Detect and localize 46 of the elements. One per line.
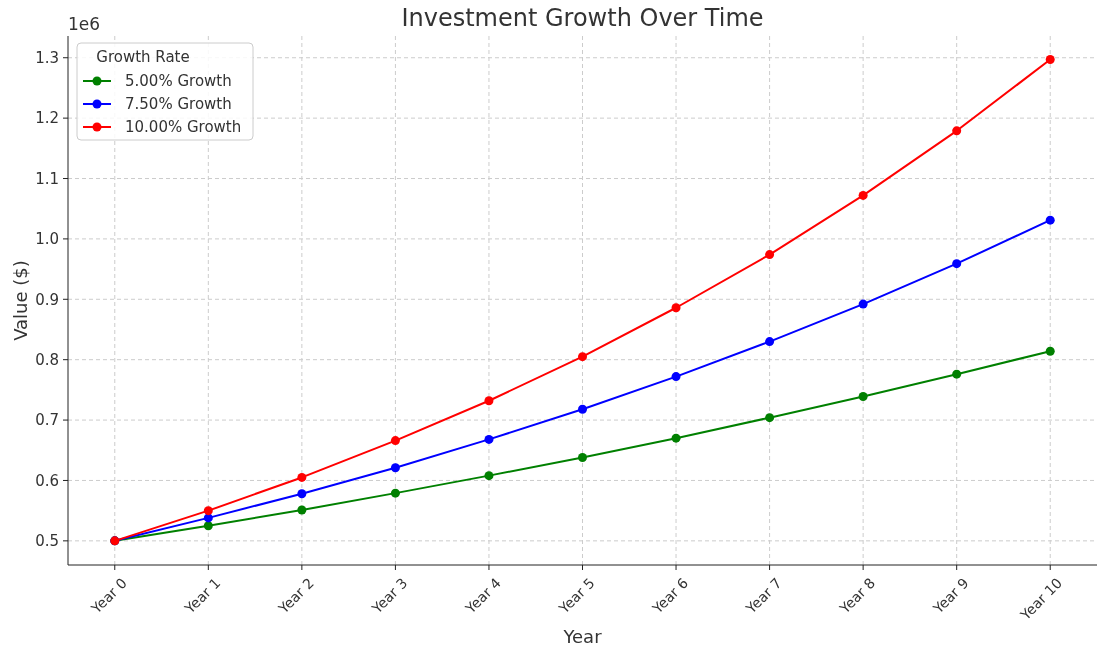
y-tick-label: 1.3 — [35, 48, 59, 67]
point — [297, 472, 307, 482]
point — [297, 489, 307, 499]
point — [1045, 215, 1055, 225]
y-tick-label: 1.0 — [35, 230, 59, 249]
y-tick-label: 0.5 — [35, 532, 59, 551]
legend-label: 7.50% Growth — [125, 95, 232, 114]
point — [390, 463, 400, 473]
point — [858, 190, 868, 200]
legend-title: Growth Rate — [96, 48, 190, 66]
point — [1045, 346, 1055, 356]
point — [765, 413, 775, 423]
point — [484, 471, 494, 481]
legend-label: 10.00% Growth — [125, 118, 242, 137]
point — [858, 392, 868, 402]
legend-label: 5.00% Growth — [125, 72, 232, 91]
point — [297, 505, 307, 515]
x-axis-title: Year — [562, 626, 603, 647]
y-tick-label: 0.8 — [35, 350, 59, 369]
text: 1e6 — [68, 14, 101, 34]
y-tick-label: 1.1 — [35, 169, 59, 188]
point — [484, 434, 494, 444]
point — [952, 126, 962, 136]
point — [671, 303, 681, 313]
point — [1045, 55, 1055, 65]
y-tick-label: 1.2 — [35, 109, 59, 128]
chart-title: Investment Growth Over Time — [401, 4, 764, 32]
point — [390, 436, 400, 446]
y-axis-title: Value ($) — [10, 260, 31, 341]
point — [578, 453, 587, 463]
point — [203, 521, 213, 531]
point — [765, 337, 775, 347]
point — [484, 396, 494, 406]
y-tick-label: 0.9 — [35, 290, 59, 309]
point — [390, 488, 400, 498]
point — [952, 369, 962, 379]
point — [858, 299, 868, 309]
point — [671, 372, 681, 382]
point — [952, 259, 962, 269]
point — [578, 404, 587, 414]
y-tick-label: 0.6 — [35, 471, 59, 490]
point — [765, 250, 775, 260]
y-tick-label: 0.7 — [35, 411, 59, 430]
point — [203, 506, 213, 516]
point — [578, 352, 587, 362]
point — [671, 433, 681, 443]
